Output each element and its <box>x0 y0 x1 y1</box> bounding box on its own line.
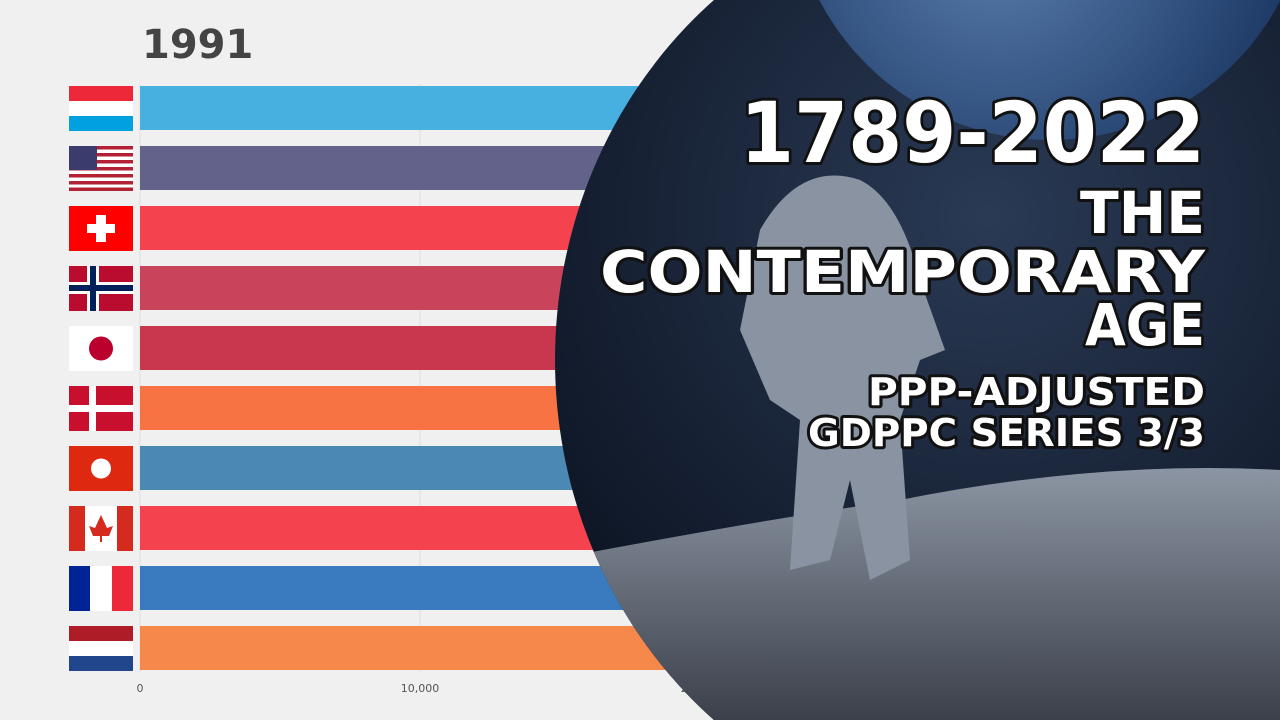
flags <box>69 86 133 671</box>
cover-image <box>555 0 1280 720</box>
overlay-text: 1789-2022 <box>740 84 1205 182</box>
x-tick-label: 0 <box>137 682 144 695</box>
x-tick-label: 10,000 <box>401 682 440 695</box>
overlay-text: AGE <box>1085 291 1205 359</box>
year-label: 1991 <box>142 22 253 68</box>
overlay-text: THE <box>1080 179 1205 247</box>
overlay-text: CONTEMPORARY <box>600 238 1206 306</box>
overlay-text: GDPPC SERIES 3/3 <box>808 411 1205 455</box>
overlay-text: PPP-ADJUSTED <box>868 370 1205 414</box>
